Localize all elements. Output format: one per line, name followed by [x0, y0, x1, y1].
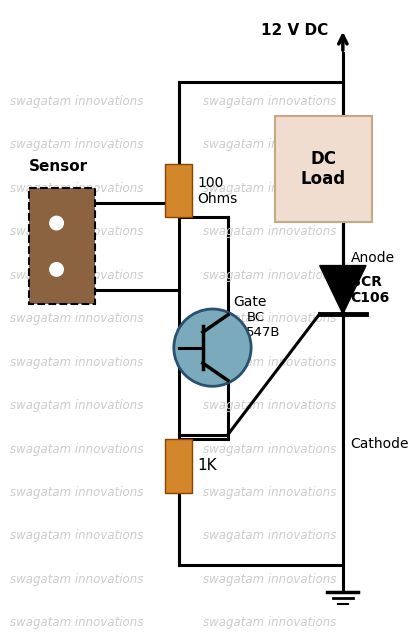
Text: SCR
C106: SCR C106: [351, 275, 390, 305]
Text: swagatam innovations: swagatam innovations: [203, 269, 336, 282]
Text: swagatam innovations: swagatam innovations: [10, 573, 143, 586]
Circle shape: [50, 262, 63, 276]
Text: swagatam innovations: swagatam innovations: [10, 225, 143, 238]
Circle shape: [174, 309, 251, 387]
Text: swagatam innovations: swagatam innovations: [203, 529, 336, 543]
Text: swagatam innovations: swagatam innovations: [203, 356, 336, 369]
Bar: [275, 116, 372, 222]
Text: swagatam innovations: swagatam innovations: [203, 138, 336, 151]
Text: swagatam innovations: swagatam innovations: [10, 616, 143, 629]
Text: swagatam innovations: swagatam innovations: [10, 182, 143, 195]
Text: swagatam innovations: swagatam innovations: [10, 269, 143, 282]
Text: Cathode: Cathode: [351, 437, 409, 451]
Bar: [29, 188, 95, 304]
Text: swagatam innovations: swagatam innovations: [10, 399, 143, 412]
Text: swagatam innovations: swagatam innovations: [203, 399, 336, 412]
Text: swagatam innovations: swagatam innovations: [10, 95, 143, 108]
Text: swagatam innovations: swagatam innovations: [203, 312, 336, 325]
Text: DC
Load: DC Load: [301, 150, 346, 188]
Text: BC
547B: BC 547B: [246, 311, 281, 339]
Text: swagatam innovations: swagatam innovations: [203, 616, 336, 629]
Text: swagatam innovations: swagatam innovations: [203, 573, 336, 586]
Polygon shape: [320, 266, 366, 314]
Bar: [165, 164, 192, 217]
Text: 12 V DC: 12 V DC: [261, 24, 328, 38]
Text: swagatam innovations: swagatam innovations: [10, 529, 143, 543]
Text: Sensor: Sensor: [29, 159, 88, 174]
Text: swagatam innovations: swagatam innovations: [10, 312, 143, 325]
Text: swagatam innovations: swagatam innovations: [10, 486, 143, 499]
Text: Anode: Anode: [351, 251, 395, 265]
Text: 100
Ohms: 100 Ohms: [197, 175, 237, 206]
Text: swagatam innovations: swagatam innovations: [203, 95, 336, 108]
Text: swagatam innovations: swagatam innovations: [203, 442, 336, 456]
Text: swagatam innovations: swagatam innovations: [203, 225, 336, 238]
Text: swagatam innovations: swagatam innovations: [203, 486, 336, 499]
Bar: [165, 440, 192, 493]
Text: Gate: Gate: [233, 295, 266, 309]
Text: 1K: 1K: [197, 458, 217, 474]
Text: swagatam innovations: swagatam innovations: [10, 442, 143, 456]
Text: swagatam innovations: swagatam innovations: [10, 138, 143, 151]
Text: swagatam innovations: swagatam innovations: [203, 182, 336, 195]
Text: swagatam innovations: swagatam innovations: [10, 356, 143, 369]
Circle shape: [50, 216, 63, 230]
